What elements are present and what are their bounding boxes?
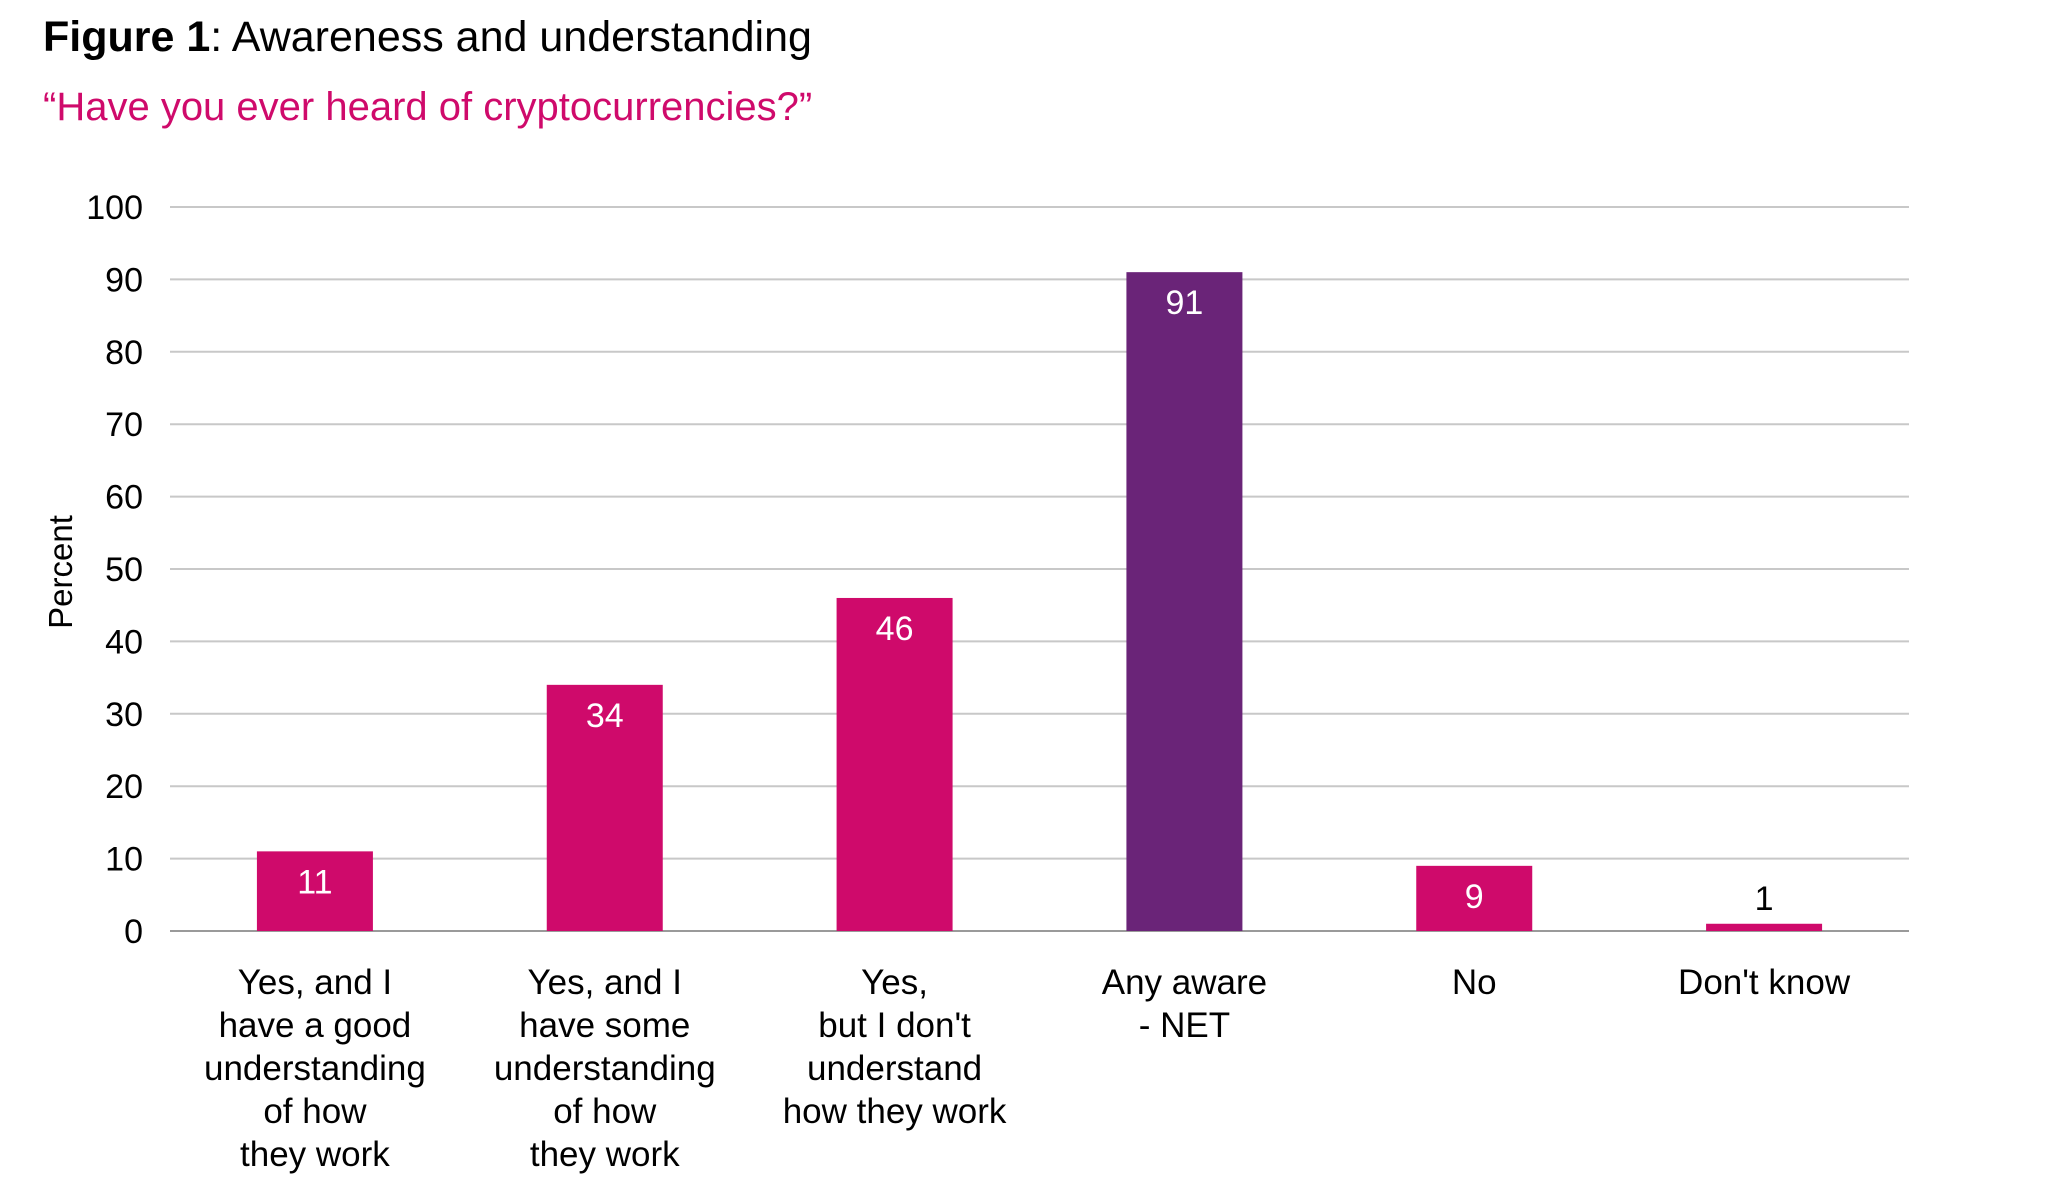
figure-title-separator: : xyxy=(210,13,232,61)
data-label: 34 xyxy=(586,697,624,735)
gridlines xyxy=(170,206,1909,932)
y-tick-label: 50 xyxy=(105,551,143,589)
y-tick-label: 100 xyxy=(86,189,143,227)
data-label: 11 xyxy=(297,863,332,901)
data-label: 46 xyxy=(876,610,914,648)
bar xyxy=(836,597,953,931)
bar xyxy=(1416,865,1533,931)
y-tick-label: 90 xyxy=(105,261,143,299)
bars xyxy=(256,272,1823,931)
y-tick-label: 70 xyxy=(105,406,143,444)
bar xyxy=(256,851,373,931)
y-tick-label: 40 xyxy=(105,623,143,661)
data-label: 1 xyxy=(1755,880,1774,918)
figure-title-text: Awareness and understanding xyxy=(231,13,812,61)
x-tick-label: Yes, but I don't understand how they work xyxy=(783,963,1007,1131)
bar xyxy=(1126,272,1243,931)
y-tick-label: 80 xyxy=(105,334,143,372)
y-tick-label: 20 xyxy=(105,768,143,806)
x-tick-label: Don't know xyxy=(1678,963,1851,1002)
bar xyxy=(546,684,663,931)
y-tick-label: 30 xyxy=(105,696,143,734)
y-tick-label: 0 xyxy=(124,913,143,951)
figure-title: Figure 1: Awareness and understanding xyxy=(43,10,812,64)
x-tick-label: Any aware - NET xyxy=(1102,963,1267,1045)
bar xyxy=(1706,923,1823,931)
data-label: 9 xyxy=(1465,878,1484,916)
figure-subtitle: “Have you ever heard of cryptocurrencies… xyxy=(43,85,813,129)
y-axis-ticks: 0 10 20 30 40 50 60 70 80 90 100 xyxy=(86,189,143,951)
data-label: 91 xyxy=(1166,284,1204,322)
figure-label: Figure 1 xyxy=(43,13,211,61)
y-tick-label: 60 xyxy=(105,479,143,517)
y-tick-label: 10 xyxy=(105,841,143,879)
x-tick-label: No xyxy=(1452,963,1497,1002)
y-axis-title: Percent xyxy=(42,515,79,629)
